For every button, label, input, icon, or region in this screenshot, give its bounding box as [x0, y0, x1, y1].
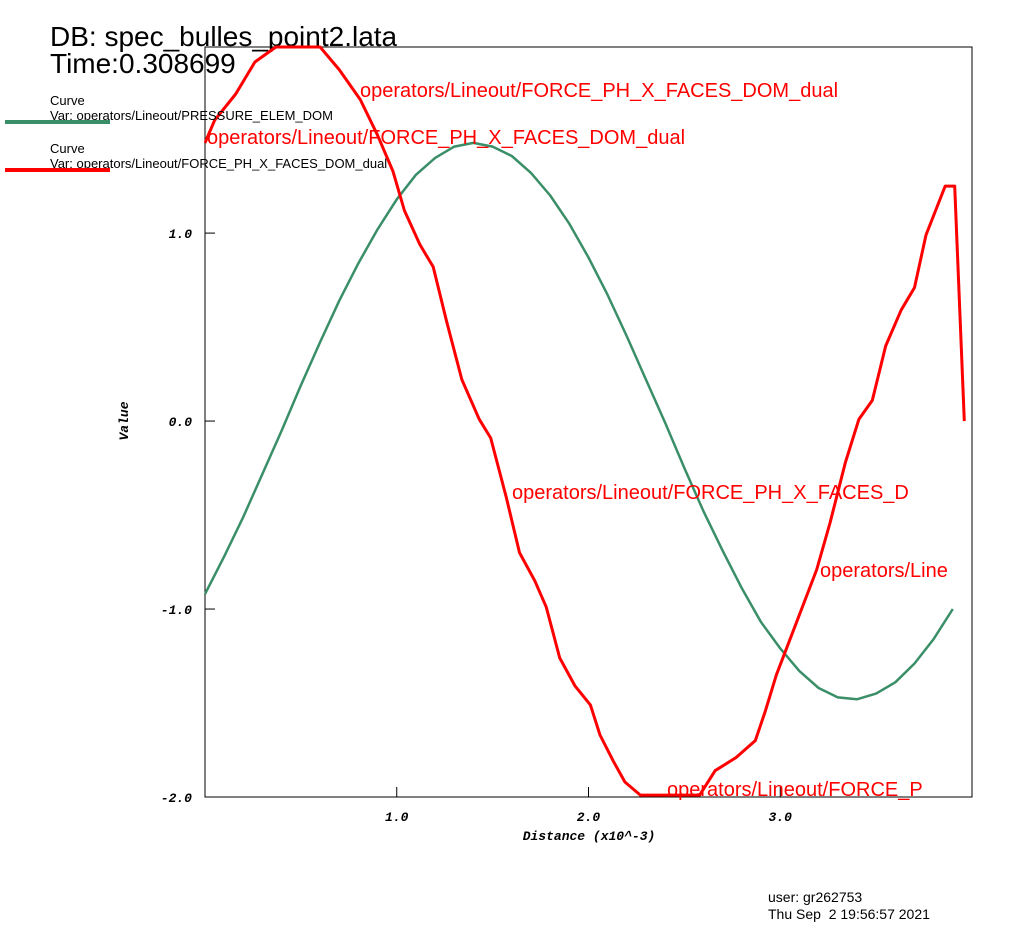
series-line: [204, 45, 966, 797]
annotation: operators/Line: [820, 560, 948, 582]
y-tick-label: -2.0: [161, 791, 192, 806]
x-tick-label: 3.0: [769, 810, 793, 825]
chart-title: DB: spec_bulles_point2.lata: [50, 21, 398, 52]
annotation: operators/Lineout/FORCE_P: [667, 779, 923, 801]
y-axis-title: Value: [117, 401, 132, 440]
user-label: user: gr262753: [768, 889, 862, 905]
legend-var: Var: operators/Lineout/PRESSURE_ELEM_DOM: [50, 108, 333, 123]
legend-var: Var: operators/Lineout/FORCE_PH_X_FACES_…: [50, 156, 387, 171]
legend-name: Curve: [50, 141, 85, 156]
series-line: [204, 141, 954, 701]
plot-area: operators/Lineout/FORCE_PH_X_FACES_DOM_d…: [204, 45, 966, 801]
x-axis-title: Distance (x10^-3): [523, 829, 656, 844]
date-label: Thu Sep 2 19:56:57 2021: [768, 906, 930, 922]
annotation: operators/Lineout/FORCE_PH_X_FACES_D: [512, 482, 909, 504]
x-tick-label: 1.0: [385, 810, 409, 825]
legend-name: Curve: [50, 93, 85, 108]
chart-subtitle: Time:0.308699: [50, 48, 236, 79]
annotation: operators/Lineout/FORCE_PH_X_FACES_DOM_d…: [360, 80, 838, 102]
y-tick-label: 1.0: [169, 227, 193, 242]
annotation: operators/Lineout/FORCE_PH_X_FACES_DOM_d…: [207, 127, 685, 149]
y-tick-label: 0.0: [169, 415, 193, 430]
y-tick-label: -1.0: [161, 603, 192, 618]
x-tick-label: 2.0: [577, 810, 601, 825]
